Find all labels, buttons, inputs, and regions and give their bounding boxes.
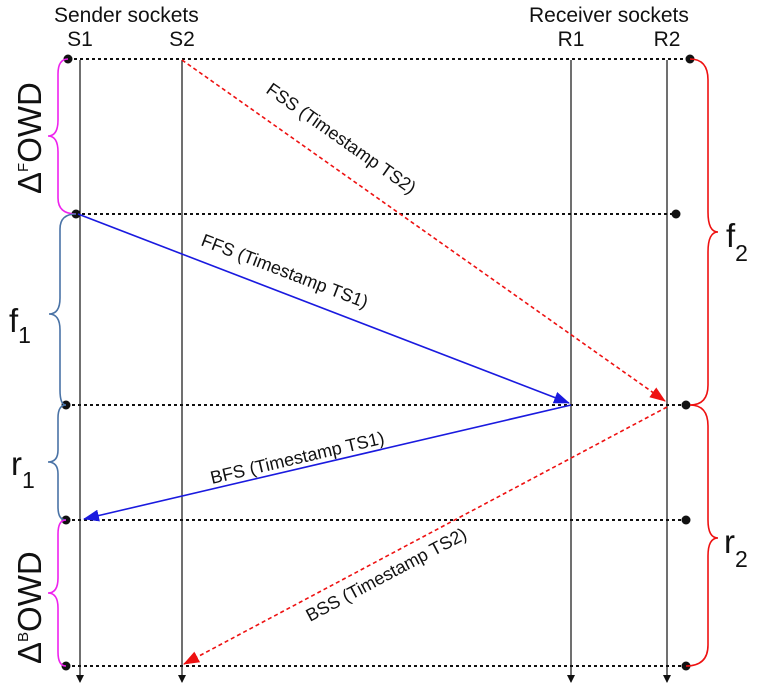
f1-label: f1 [9, 302, 31, 348]
delta-b-prefix: Δ [11, 642, 48, 664]
dot [681, 400, 691, 410]
r1-label: r1 [11, 445, 35, 493]
delta-f-prefix: Δ [11, 172, 48, 194]
socket-label-r1: R1 [558, 28, 585, 51]
r2-label: r2 [724, 523, 748, 572]
delta-f-suffix: OWD [11, 82, 48, 163]
ffs-arrow [77, 213, 570, 404]
f1-subscript: 1 [18, 322, 31, 348]
fss-label: FSS (Timestamp TS2) [263, 79, 420, 198]
bfs-label: BFS (Timestamp TS1) [208, 428, 386, 488]
r1-brace [47, 404, 67, 521]
r1-base: r [11, 445, 22, 482]
delta-b-suffix: OWD [11, 551, 48, 632]
dot [671, 209, 681, 219]
sender-sockets-header: Sender sockets [54, 4, 199, 27]
f2-subscript: 2 [735, 240, 748, 266]
fss-arrow [181, 59, 666, 402]
f1-brace [48, 213, 77, 406]
bss-arrow [183, 406, 668, 665]
socket-label-s2: S2 [169, 28, 195, 51]
f1-base: f [9, 302, 19, 339]
delta-b-owd-brace [47, 519, 67, 667]
dot [681, 515, 691, 525]
delta-f-owd-brace [47, 58, 77, 215]
r1-subscript: 1 [22, 467, 35, 493]
socket-label-r2: R2 [654, 28, 681, 51]
f2-label: f2 [726, 217, 748, 266]
receiver-sockets-header: Receiver sockets [529, 4, 689, 27]
bfs-arrow [83, 404, 572, 522]
r2-brace [685, 404, 719, 667]
delta-f-superscript: F [15, 163, 32, 172]
delta-b-superscript: B [15, 632, 32, 642]
time-reference-lines [66, 58, 690, 667]
socket-label-s1: S1 [67, 28, 93, 51]
delta-f-owd-label: ΔFOWD [11, 82, 48, 194]
f2-base: f [726, 217, 736, 254]
timelines [76, 60, 671, 683]
r2-subscript: 2 [735, 546, 748, 572]
f2-brace [689, 58, 719, 406]
delta-b-owd-label: ΔBOWD [11, 551, 48, 664]
bss-label: BSS (Timestamp TS2) [302, 524, 469, 626]
r2-base: r [724, 523, 735, 560]
